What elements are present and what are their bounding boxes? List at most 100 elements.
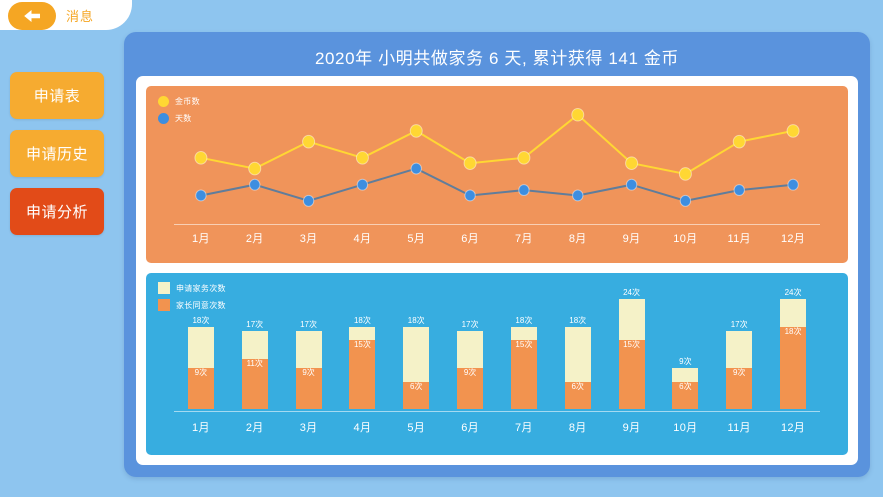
line-data-point[interactable] <box>679 194 692 207</box>
bar-segment-requests[interactable]: 18次 <box>403 316 430 382</box>
bar-column[interactable]: 9次 6次 <box>658 299 712 409</box>
bar-column[interactable]: 18次 6次 <box>551 299 605 409</box>
line-data-point[interactable] <box>571 107 585 122</box>
line-data-point[interactable] <box>463 156 477 170</box>
bar-total-label: 18次 <box>353 315 371 325</box>
bar-segment-requests[interactable]: 18次 <box>187 316 214 368</box>
bar-column[interactable]: 18次 9次 <box>174 299 228 409</box>
bar-segment-requests[interactable]: 24次 <box>618 288 645 341</box>
bar-value-label: 9次 <box>463 367 477 377</box>
bar-column[interactable]: 17次 11次 <box>228 299 282 409</box>
bar-column[interactable]: 17次 9次 <box>712 299 766 409</box>
bar-segment-approvals[interactable]: 9次 <box>457 367 484 409</box>
line-data-point[interactable] <box>248 161 262 176</box>
bar-segment-requests[interactable]: 18次 <box>349 316 376 341</box>
bar-total-label: 18次 <box>515 315 533 325</box>
bar-segment-requests[interactable]: 9次 <box>672 357 699 382</box>
bar-segment-requests[interactable]: 17次 <box>726 320 753 368</box>
back-button[interactable] <box>8 2 56 30</box>
bar-value-label: 9次 <box>194 367 208 377</box>
arrow-left-icon <box>21 8 43 24</box>
line-data-point[interactable] <box>410 162 422 175</box>
axis-tick-label: 8月 <box>568 233 587 245</box>
axis-tick-label: 2月 <box>245 233 264 245</box>
bar-column[interactable]: 18次 6次 <box>389 299 443 409</box>
coins-legend-dot <box>158 95 169 107</box>
bar-segment-approvals[interactable]: 15次 <box>618 340 645 409</box>
bar-segment-approvals[interactable]: 6次 <box>403 381 430 409</box>
line-data-point[interactable] <box>194 151 208 165</box>
axis-tick-label: 9月 <box>622 422 641 434</box>
line-data-point[interactable] <box>302 194 315 207</box>
bar-segment-approvals[interactable]: 18次 <box>780 326 807 409</box>
bar-stack: 18次 9次 <box>187 316 214 409</box>
axis-tick-label: 10月 <box>673 422 698 434</box>
bar-segment-requests[interactable]: 17次 <box>457 320 484 368</box>
bar-segment-requests[interactable]: 17次 <box>295 320 322 368</box>
line-data-point[interactable] <box>786 124 800 138</box>
axis-tick-label: 4月 <box>353 233 372 245</box>
sidebar-item-application-form[interactable]: 申请表 <box>10 72 104 119</box>
line-data-point[interactable] <box>356 178 369 191</box>
bar-column[interactable]: 18次 15次 <box>497 299 551 409</box>
sidebar-item-application-history[interactable]: 申请历史 <box>10 130 104 177</box>
line-data-point[interactable] <box>625 156 639 170</box>
bar-segment-approvals[interactable]: 15次 <box>510 340 537 409</box>
bar-stack: 17次 9次 <box>457 320 484 409</box>
line-data-point[interactable] <box>464 189 476 202</box>
line-data-point[interactable] <box>572 189 584 202</box>
bar-chart-legend: 申请家务次数 家长同意次数 <box>158 281 226 315</box>
bar-chart-panel: 申请家务次数 家长同意次数 18次 9次 17次 11次 17次 9次 18次 15次 18次 6… <box>146 273 848 455</box>
sidebar-item-application-analysis[interactable]: 申请分析 <box>10 188 104 235</box>
line-data-point[interactable] <box>409 124 423 138</box>
bar-total-label: 24次 <box>784 288 802 297</box>
axis-tick-label: 10月 <box>673 233 698 245</box>
main-panel: 2020年 小明共做家务 6 天, 累计获得 141 金币 金币数 天数 1月 2… <box>124 32 870 477</box>
line-data-point[interactable] <box>733 184 745 197</box>
axis-tick-label: 9月 <box>622 233 641 245</box>
bar-segment-requests[interactable]: 18次 <box>564 316 591 382</box>
line-data-point[interactable] <box>732 134 746 149</box>
bar-column[interactable]: 24次 15次 <box>605 288 659 409</box>
bar-segment-approvals[interactable]: 6次 <box>672 381 699 409</box>
axis-tick-label: 8月 <box>568 422 587 434</box>
line-chart-axis <box>174 224 820 225</box>
bar-segment-approvals[interactable]: 9次 <box>295 367 322 409</box>
line-data-point[interactable] <box>678 167 692 181</box>
line-data-point[interactable] <box>302 134 316 149</box>
bar-value-label: 9次 <box>302 367 315 377</box>
bar-segment-approvals[interactable]: 9次 <box>726 367 753 409</box>
bar-segment-approvals[interactable]: 11次 <box>241 358 268 409</box>
bar-segment-requests[interactable]: 17次 <box>241 320 268 359</box>
legend-item-coins: 金币数 <box>158 94 200 108</box>
bar-column[interactable]: 24次 18次 <box>766 288 820 409</box>
line-data-point[interactable] <box>517 151 531 165</box>
line-data-point[interactable] <box>518 184 530 197</box>
bar-column[interactable]: 18次 15次 <box>335 299 389 409</box>
line-data-point[interactable] <box>787 178 799 191</box>
line-data-point[interactable] <box>625 178 638 191</box>
header-title: 消息 <box>66 9 95 24</box>
sidebar: 申请表 申请历史 申请分析 <box>10 72 104 246</box>
bar-segment-requests[interactable]: 18次 <box>510 316 537 341</box>
bar-column[interactable]: 17次 9次 <box>443 299 497 409</box>
bar-value-label: 6次 <box>679 381 692 391</box>
bar-chart-x-axis: 1月 2月 3月 4月 5月 6月 7月 8月 9月 10月 11月 12月 <box>174 419 820 435</box>
bar-segment-approvals[interactable]: 6次 <box>564 381 591 409</box>
legend-item-approvals: 家长同意次数 <box>158 298 226 312</box>
bar-column[interactable]: 17次 9次 <box>282 299 336 409</box>
legend-item-requests: 申请家务次数 <box>158 281 226 295</box>
bar-segment-approvals[interactable]: 9次 <box>187 367 214 409</box>
line-chart-legend: 金币数 天数 <box>158 94 200 128</box>
bar-segment-requests[interactable]: 24次 <box>780 288 807 327</box>
bar-segment-approvals[interactable]: 15次 <box>349 340 376 409</box>
legend-label: 申请家务次数 <box>176 283 226 293</box>
bar-value-label: 11次 <box>246 358 263 368</box>
line-data-point[interactable] <box>249 178 261 191</box>
line-data-point[interactable] <box>355 151 369 165</box>
line-data-point[interactable] <box>195 189 207 202</box>
bar-stack: 18次 15次 <box>510 316 537 409</box>
axis-tick-label: 6月 <box>461 422 479 434</box>
bar-value-label: 6次 <box>571 381 584 391</box>
sidebar-item-label: 申请历史 <box>25 146 88 163</box>
